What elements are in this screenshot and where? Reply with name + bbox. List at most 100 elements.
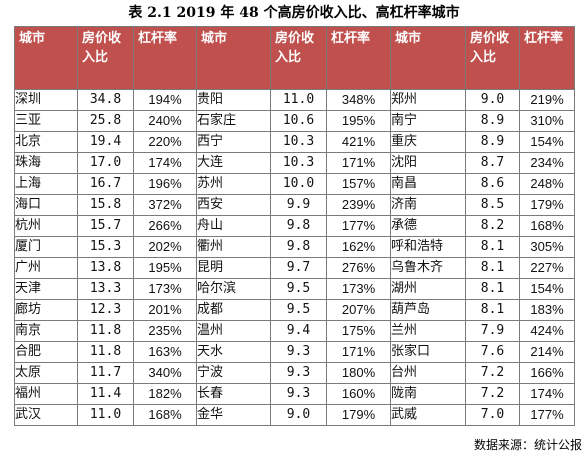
leverage-ratio-cell: 180%: [326, 362, 391, 384]
city-cell: 厦门: [14, 236, 78, 258]
city-cell: 北京: [14, 131, 78, 153]
table-row: 杭州 15.7 266% 舟山 9.8 177% 承德 8.2 168%: [14, 215, 575, 237]
city-cell: 上海: [14, 173, 78, 195]
leverage-ratio-cell: 219%: [519, 89, 575, 111]
city-cell: 贵阳: [196, 89, 271, 111]
table-row: 广州 13.8 195% 昆明 9.7 276% 乌鲁木齐 8.1 227%: [14, 257, 575, 279]
city-cell: 天水: [196, 341, 271, 363]
leverage-ratio-cell: 220%: [133, 131, 197, 153]
table-row: 北京 19.4 220% 西宁 10.3 421% 重庆 8.9 154%: [14, 131, 575, 153]
city-cell: 温州: [196, 320, 271, 342]
price-income-ratio-cell: 9.3: [270, 383, 327, 405]
city-cell: 广州: [14, 257, 78, 279]
leverage-ratio-cell: 248%: [519, 173, 575, 195]
leverage-ratio-cell: 171%: [326, 341, 391, 363]
city-cell: 重庆: [390, 131, 466, 153]
price-income-ratio-cell: 15.7: [77, 215, 134, 237]
city-cell: 舟山: [196, 215, 271, 237]
price-income-ratio-cell: 12.3: [77, 299, 134, 321]
city-cell: 南昌: [390, 173, 466, 195]
price-income-ratio-cell: 11.4: [77, 383, 134, 405]
leverage-ratio-cell: 163%: [133, 341, 197, 363]
price-income-ratio-cell: 8.9: [465, 131, 520, 153]
price-income-ratio-cell: 16.7: [77, 173, 134, 195]
leverage-ratio-cell: 202%: [133, 236, 197, 258]
leverage-ratio-cell: 195%: [133, 257, 197, 279]
city-cell: 福州: [14, 383, 78, 405]
table-row: 太原 11.7 340% 宁波 9.3 180% 台州 7.2 166%: [14, 362, 575, 384]
leverage-ratio-cell: 171%: [326, 152, 391, 174]
price-income-ratio-cell: 8.1: [465, 257, 520, 279]
price-income-ratio-cell: 7.9: [465, 320, 520, 342]
city-cell: 杭州: [14, 215, 78, 237]
price-income-ratio-cell: 10.3: [270, 152, 327, 174]
leverage-ratio-cell: 162%: [326, 236, 391, 258]
price-income-ratio-cell: 9.8: [270, 236, 327, 258]
price-income-ratio-cell: 25.8: [77, 110, 134, 132]
leverage-ratio-cell: 239%: [326, 194, 391, 216]
leverage-ratio-cell: 179%: [326, 404, 391, 426]
table-row: 天津 13.3 173% 哈尔滨 9.5 173% 湖州 8.1 154%: [14, 278, 575, 300]
price-income-ratio-cell: 8.9: [465, 110, 520, 132]
leverage-ratio-cell: 195%: [326, 110, 391, 132]
city-cell: 三亚: [14, 110, 78, 132]
leverage-ratio-cell: 166%: [519, 362, 575, 384]
city-cell: 沈阳: [390, 152, 466, 174]
price-income-ratio-cell: 8.1: [465, 299, 520, 321]
price-income-ratio-cell: 7.2: [465, 383, 520, 405]
header-price-income-ratio: 房价收入比: [77, 26, 134, 90]
table-row: 南京 11.8 235% 温州 9.4 175% 兰州 7.9 424%: [14, 320, 575, 342]
leverage-ratio-cell: 340%: [133, 362, 197, 384]
leverage-ratio-cell: 154%: [519, 278, 575, 300]
data-source-note: 数据来源：统计公报: [473, 438, 582, 452]
price-income-ratio-cell: 8.6: [465, 173, 520, 195]
city-cell: 哈尔滨: [196, 278, 271, 300]
city-cell: 南宁: [390, 110, 466, 132]
table-row: 上海 16.7 196% 苏州 10.0 157% 南昌 8.6 248%: [14, 173, 575, 195]
city-cell: 金华: [196, 404, 271, 426]
leverage-ratio-cell: 182%: [133, 383, 197, 405]
leverage-ratio-cell: 173%: [133, 278, 197, 300]
header-price-income-ratio: 房价收入比: [465, 26, 520, 90]
price-income-ratio-cell: 9.9: [270, 194, 327, 216]
table-row: 三亚 25.8 240% 石家庄 10.6 195% 南宁 8.9 310%: [14, 110, 575, 132]
table-row: 廊坊 12.3 201% 成都 9.5 207% 葫芦岛 8.1 183%: [14, 299, 575, 321]
city-cell: 承德: [390, 215, 466, 237]
city-cell: 葫芦岛: [390, 299, 466, 321]
leverage-ratio-cell: 179%: [519, 194, 575, 216]
city-cell: 太原: [14, 362, 78, 384]
leverage-ratio-cell: 201%: [133, 299, 197, 321]
price-income-ratio-cell: 9.3: [270, 341, 327, 363]
leverage-ratio-cell: 175%: [326, 320, 391, 342]
table-row: 武汉 11.0 168% 金华 9.0 179% 武威 7.0 177%: [14, 404, 575, 426]
city-cell: 大连: [196, 152, 271, 174]
city-cell: 台州: [390, 362, 466, 384]
city-cell: 廊坊: [14, 299, 78, 321]
price-income-ratio-cell: 13.3: [77, 278, 134, 300]
leverage-ratio-cell: 157%: [326, 173, 391, 195]
city-cell: 成都: [196, 299, 271, 321]
leverage-ratio-cell: 424%: [519, 320, 575, 342]
header-city: 城市: [196, 26, 271, 90]
city-cell: 天津: [14, 278, 78, 300]
city-cell: 湖州: [390, 278, 466, 300]
city-cell: 石家庄: [196, 110, 271, 132]
city-cell: 呼和浩特: [390, 236, 466, 258]
price-income-ratio-cell: 11.7: [77, 362, 134, 384]
city-cell: 合肥: [14, 341, 78, 363]
table-row: 福州 11.4 182% 长春 9.3 160% 陇南 7.2 174%: [14, 383, 575, 405]
city-cell: 昆明: [196, 257, 271, 279]
header-leverage-ratio: 杠杆率: [133, 26, 197, 90]
table-row: 厦门 15.3 202% 衢州 9.8 162% 呼和浩特 8.1 305%: [14, 236, 575, 258]
leverage-ratio-cell: 174%: [133, 152, 197, 174]
header-city: 城市: [390, 26, 466, 90]
price-income-ratio-cell: 8.5: [465, 194, 520, 216]
city-cell: 宁波: [196, 362, 271, 384]
leverage-ratio-cell: 168%: [519, 215, 575, 237]
price-income-ratio-cell: 9.0: [270, 404, 327, 426]
price-income-ratio-cell: 9.8: [270, 215, 327, 237]
price-income-ratio-cell: 7.2: [465, 362, 520, 384]
leverage-ratio-cell: 160%: [326, 383, 391, 405]
city-cell: 乌鲁木齐: [390, 257, 466, 279]
leverage-ratio-cell: 227%: [519, 257, 575, 279]
